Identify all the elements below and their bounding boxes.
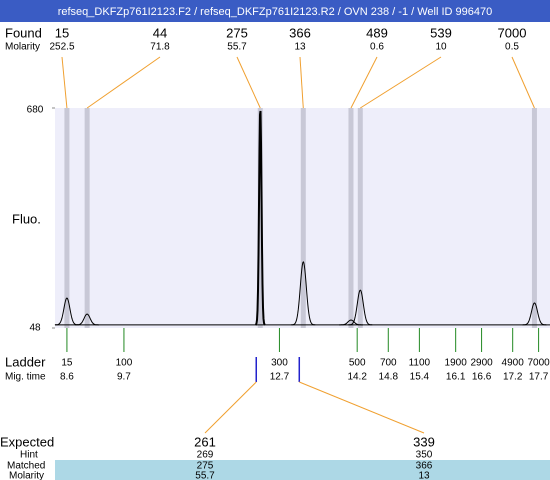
ladder-mig-time: 9.7 bbox=[117, 372, 131, 383]
found-molarity: 0.6 bbox=[370, 42, 384, 53]
ladder-mig-time: 17.2 bbox=[503, 372, 523, 383]
found-connector bbox=[360, 56, 442, 109]
ladder-size: 1100 bbox=[409, 358, 431, 369]
matched-molarity: 55.7 bbox=[195, 471, 215, 480]
found-molarity: 55.7 bbox=[227, 42, 247, 53]
peak-band bbox=[348, 108, 354, 328]
peak bbox=[254, 110, 266, 326]
found-molarity: 10 bbox=[435, 42, 447, 53]
chart-title: refseq_DKFZp761I2123.F2 / refseq_DKFZp76… bbox=[58, 6, 493, 18]
hint-size: 269 bbox=[197, 450, 214, 461]
found-size: 15 bbox=[55, 25, 69, 40]
found-connector bbox=[299, 56, 304, 109]
hint-size: 350 bbox=[416, 450, 433, 461]
found-size: 7000 bbox=[498, 25, 527, 40]
ladder-mig-time: 8.6 bbox=[60, 372, 74, 383]
y-axis-label: Fluo. bbox=[12, 211, 41, 226]
ladder-size: 100 bbox=[116, 358, 133, 369]
found-connector bbox=[350, 56, 378, 109]
title-bar bbox=[0, 0, 550, 22]
found-molarity: 252.5 bbox=[49, 42, 74, 53]
ladder-mig-time: 15.4 bbox=[410, 372, 430, 383]
expected-size: 339 bbox=[413, 434, 435, 449]
found-molarity: 71.8 bbox=[150, 42, 170, 53]
found-connector bbox=[236, 56, 261, 109]
found-connector bbox=[86, 56, 161, 109]
matched-row-bg bbox=[55, 460, 550, 480]
molarity-label: Molarity bbox=[9, 471, 44, 480]
ladder-mig-time: 16.1 bbox=[446, 372, 466, 383]
ladder-mig-time: 14.8 bbox=[379, 372, 399, 383]
peak bbox=[339, 319, 363, 326]
expected-size: 261 bbox=[194, 434, 216, 449]
ladder-label: Ladder bbox=[5, 354, 46, 369]
ladder-size: 7000 bbox=[527, 358, 550, 369]
peak-band bbox=[257, 108, 263, 328]
ladder-mig-time: 17.7 bbox=[529, 372, 549, 383]
ladder-size: 700 bbox=[380, 358, 397, 369]
peak bbox=[348, 289, 373, 326]
ladder-mig-time: 14.2 bbox=[347, 372, 367, 383]
peak-band bbox=[64, 108, 70, 328]
peak bbox=[54, 297, 79, 326]
matched-size: 366 bbox=[416, 461, 433, 472]
ladder-size: 15 bbox=[61, 358, 73, 369]
peak bbox=[522, 302, 547, 326]
expected-label: Expected bbox=[0, 434, 54, 449]
expected-connector bbox=[204, 381, 257, 434]
matched-size: 275 bbox=[197, 461, 214, 472]
found-label: Found bbox=[5, 25, 42, 40]
molarity-label: Molarity bbox=[5, 42, 40, 53]
found-size: 44 bbox=[153, 25, 167, 40]
ladder-size: 2900 bbox=[470, 358, 493, 369]
ladder-size: 500 bbox=[349, 358, 366, 369]
ladder-size: 1900 bbox=[445, 358, 468, 369]
expected-connector bbox=[299, 381, 425, 434]
ladder-mig-time: 16.6 bbox=[472, 372, 492, 383]
found-molarity: 0.5 bbox=[505, 42, 519, 53]
matched-molarity: 13 bbox=[418, 471, 430, 480]
found-size: 539 bbox=[430, 25, 452, 40]
hint-label: Hint bbox=[20, 450, 38, 461]
found-connector bbox=[61, 56, 68, 109]
found-size: 489 bbox=[366, 25, 388, 40]
y-tick-label: 680 bbox=[27, 105, 44, 116]
peak-band bbox=[531, 108, 537, 328]
ladder-mig-time: 12.7 bbox=[270, 372, 290, 383]
found-size: 366 bbox=[289, 25, 311, 40]
found-connector bbox=[511, 56, 535, 109]
found-molarity: 13 bbox=[294, 42, 306, 53]
ladder-size: 4900 bbox=[502, 358, 525, 369]
mig-time-label: Mig. time bbox=[5, 372, 46, 383]
peak bbox=[75, 313, 100, 326]
y-tick-label: 48 bbox=[29, 323, 41, 334]
found-size: 275 bbox=[226, 25, 248, 40]
peak-band bbox=[84, 108, 90, 328]
peak-band bbox=[357, 108, 363, 328]
ladder-size: 300 bbox=[271, 358, 288, 369]
peak-band bbox=[300, 108, 306, 328]
matched-label: Matched bbox=[7, 461, 45, 472]
peak bbox=[291, 260, 316, 326]
